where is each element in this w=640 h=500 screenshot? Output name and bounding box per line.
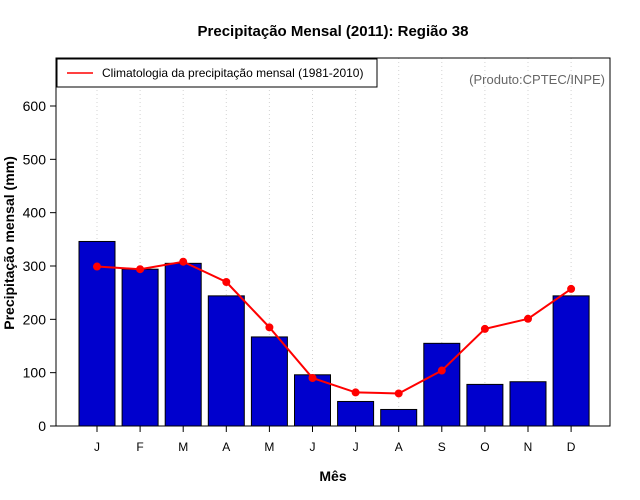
x-tick-label: S	[438, 440, 446, 454]
climatology-point	[394, 389, 403, 398]
x-tick-label: A	[395, 440, 403, 454]
bar	[552, 295, 590, 427]
x-tick-label: O	[480, 440, 489, 454]
bar	[294, 374, 331, 427]
legend: Climatologia da precipitação mensal (198…	[56, 58, 378, 88]
credit-annotation: (Produto:CPTEC/INPE)	[469, 72, 605, 87]
climatology-point	[136, 265, 145, 274]
bar	[121, 268, 159, 427]
x-tick-label: J	[94, 440, 100, 454]
bar	[164, 262, 202, 427]
legend-box	[56, 58, 378, 88]
y-tick-label: 200	[23, 311, 47, 327]
climatology-point	[437, 366, 446, 375]
climatology-point	[179, 257, 188, 266]
y-axis-label: Precipitação mensal (mm)	[1, 156, 17, 330]
y-tick-label: 600	[23, 98, 47, 114]
y-tick-label: 500	[23, 151, 47, 167]
climatology-point	[524, 314, 532, 323]
climatology-point	[265, 323, 274, 332]
x-axis-label: Mês	[319, 468, 346, 484]
x-tick-label: D	[567, 440, 576, 454]
x-tick-label: N	[524, 440, 533, 454]
x-tick-label: M	[264, 440, 274, 454]
bar	[207, 295, 245, 427]
climatology-point	[308, 374, 317, 382]
bar	[250, 336, 288, 427]
bar	[423, 342, 461, 427]
climatology-point	[480, 324, 489, 333]
x-tick-label: A	[222, 440, 230, 454]
bar	[509, 381, 547, 427]
y-tick-label: 300	[23, 258, 47, 274]
y-tick-label: 0	[38, 418, 46, 434]
plot-frame	[55, 57, 611, 427]
climatology-point	[93, 262, 101, 271]
y-tick-label: 100	[23, 365, 47, 381]
x-tick-label: J	[353, 440, 359, 454]
climatology-point	[567, 284, 576, 293]
bar	[337, 400, 375, 427]
plot-area: 0 100 200 300 400 500 600 J F M A M J J A S O N D	[23, 57, 611, 454]
chart-title: Precipitação Mensal (2011): Região 38	[198, 23, 469, 40]
climatology-line	[96, 260, 572, 395]
climatology-point	[351, 388, 360, 397]
legend-entry-climatology: Climatologia da precipitação mensal (198…	[102, 66, 363, 80]
x-tick-label: F	[136, 440, 143, 454]
climatology-point	[222, 278, 231, 286]
y-tick-label: 400	[23, 205, 47, 221]
bar	[78, 240, 116, 427]
x-tick-label: M	[178, 440, 188, 454]
bar	[380, 408, 418, 427]
x-tick-label: J	[310, 440, 316, 454]
bar	[466, 383, 504, 427]
